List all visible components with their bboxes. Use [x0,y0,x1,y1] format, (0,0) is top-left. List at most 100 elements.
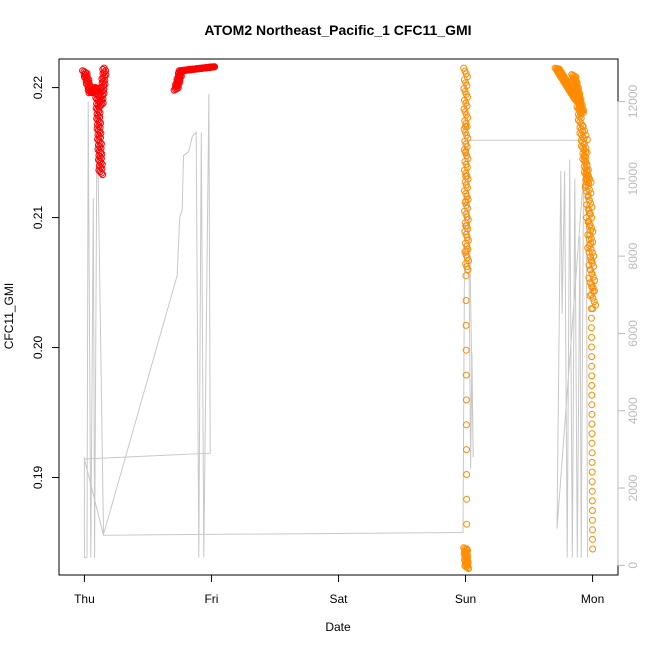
data-point-orange [584,172,592,180]
data-point-orange [462,321,470,329]
x-tick-label: Thu [74,592,95,606]
data-point-orange [588,439,596,447]
data-point-orange [584,244,592,252]
data-point-orange [583,214,591,222]
y-tick-label: 0.22 [31,76,45,100]
data-point-orange [588,259,596,267]
data-point-orange [588,478,596,486]
data-point-orange [462,147,470,155]
x-tick-label: Fri [204,592,218,606]
data-point-orange [462,247,470,255]
data-point-red [99,171,107,179]
data-point-orange [584,182,592,190]
data-point-orange [462,172,470,180]
data-point-orange [462,421,470,429]
data-point-orange [589,294,597,302]
data-point-orange [584,193,592,201]
data-point-orange [587,305,595,313]
data-point-orange [585,207,593,215]
y2-tick-label: 4000 [626,397,640,424]
data-point-orange [588,516,596,524]
data-point-orange [588,401,596,409]
data-point-orange [465,565,473,572]
y2-tick-label: 10000 [626,162,640,196]
data-point-orange [586,221,594,229]
data-point-orange [588,382,596,389]
axes-layer: Thu Fri Sat Sun Mon 0.19 0.20 0.21 0.22 0 2000 4000… [31,76,640,606]
data-point-orange [587,314,595,322]
data-point-orange [463,446,470,454]
data-point-orange [586,231,594,239]
data-point-orange [588,372,596,380]
data-point-orange [588,224,595,232]
data-point-orange [588,270,596,278]
data-point-orange [586,279,594,287]
data-point-orange [587,235,595,243]
points-layer [79,63,599,572]
x-tick-label: Sun [455,592,476,606]
data-point-orange [462,222,470,230]
data-point-orange [589,526,596,534]
data-point-orange [582,157,590,165]
y2-tick-label: 2000 [626,474,640,501]
data-point-orange [587,200,595,208]
data-point-orange [589,284,597,292]
data-point-orange [589,545,597,553]
y2-tick-label: 8000 [626,242,640,269]
data-point-orange [588,458,596,466]
data-point-orange [585,196,593,204]
data-point-orange [587,324,595,332]
data-point-orange [580,153,588,161]
data-point-orange [464,266,472,274]
secondary-line-layer [83,78,588,559]
data-point-orange [586,210,594,218]
data-point-orange [462,272,470,280]
data-point-red [211,63,219,71]
data-point-orange [585,217,593,225]
data-point-orange [586,175,594,183]
data-point-orange [583,168,591,176]
data-point-orange [464,561,472,569]
data-point-orange [588,249,596,257]
x-axis-label: Date [325,620,351,634]
data-point-red [100,64,108,72]
secondary-series-line [83,78,588,559]
data-point-orange [585,186,593,194]
data-point-orange [588,497,596,505]
data-point-orange [588,507,596,514]
data-point-orange [463,471,471,478]
data-point-orange [588,333,595,341]
data-point-orange [462,346,470,354]
data-point-orange [588,468,596,476]
data-point-red [98,169,105,177]
y-tick-label: 0.21 [31,206,45,230]
data-point-orange [463,560,471,568]
y-tick-label: 0.19 [31,465,45,489]
data-point-orange [462,396,470,404]
x-tick-label: Mon [581,592,604,606]
data-point-orange [587,253,594,261]
data-point-orange [462,297,470,304]
y2-tick-label: 0 [626,562,640,569]
data-point-orange [463,520,471,528]
data-point-orange [587,266,595,274]
data-point-orange [582,131,590,139]
data-point-orange [582,144,590,152]
data-point-red [99,65,107,73]
data-point-orange [587,256,595,264]
data-point-orange [588,291,595,299]
y2-tick-label: 6000 [626,320,640,347]
data-point-orange [581,127,588,135]
data-point-orange [462,123,469,131]
data-point-orange [588,430,596,438]
data-point-orange [462,371,470,379]
data-point-orange [588,353,596,361]
y2-tick-label: 12000 [626,84,640,118]
data-point-orange [584,231,592,239]
data-point-orange [463,495,471,503]
y-axis-label: CFC11_GMI [2,283,16,349]
data-point-orange [463,564,471,572]
data-point-orange [580,140,588,148]
data-point-orange [588,420,596,428]
